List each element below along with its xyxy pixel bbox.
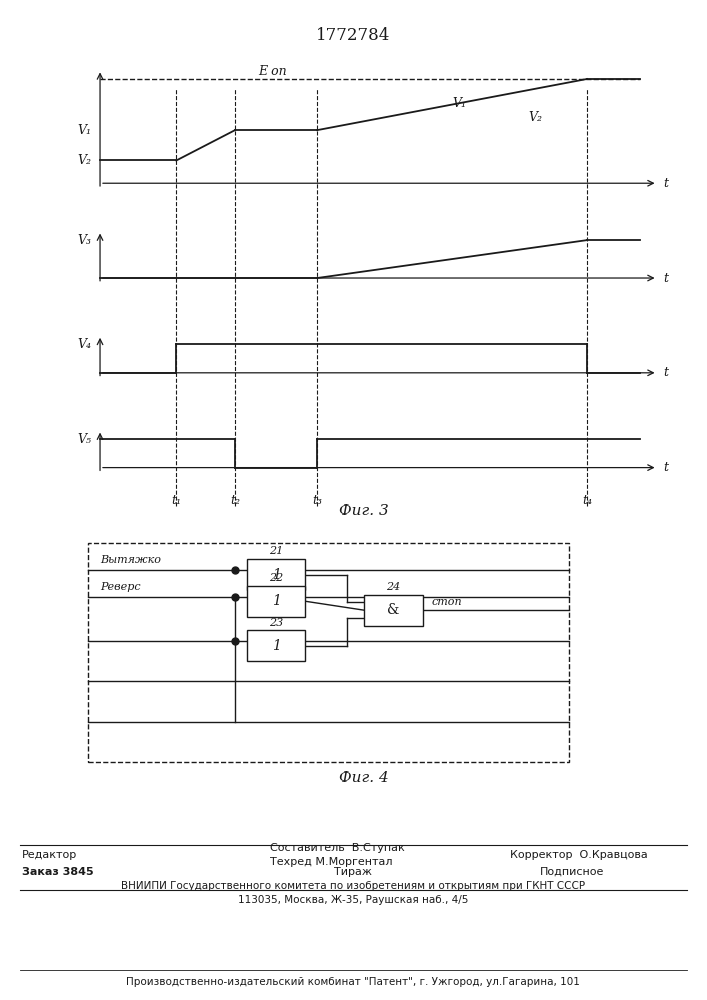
Text: &: & <box>387 603 399 617</box>
Text: E оп: E оп <box>259 65 287 78</box>
Text: t₂: t₂ <box>230 494 240 507</box>
Bar <box>88 543 569 762</box>
Bar <box>247 586 305 617</box>
Text: t: t <box>663 366 668 379</box>
Text: V₁: V₁ <box>452 97 466 110</box>
Text: Составитель  В.Ступак: Составитель В.Ступак <box>270 843 404 853</box>
Text: V₂: V₂ <box>528 111 542 124</box>
Text: Корректор  О.Кравцова: Корректор О.Кравцова <box>510 850 648 860</box>
Text: 21: 21 <box>269 546 284 556</box>
Text: t₃: t₃ <box>312 494 322 507</box>
Text: ВНИИПИ Государственного комитета по изобретениям и открытиям при ГКНТ СССР: ВНИИПИ Государственного комитета по изоб… <box>121 881 585 891</box>
Text: V₂: V₂ <box>77 154 91 167</box>
Text: 113035, Москва, Ж-35, Раушская наб., 4/5: 113035, Москва, Ж-35, Раушская наб., 4/5 <box>238 895 468 905</box>
Text: Заказ 3845: Заказ 3845 <box>22 867 93 877</box>
Text: 1: 1 <box>271 639 281 653</box>
Text: 1: 1 <box>271 568 281 582</box>
Bar <box>247 630 305 661</box>
Text: Производственно-издательский комбинат "Патент", г. Ужгород, ул.Гагарина, 101: Производственно-издательский комбинат "П… <box>126 977 580 987</box>
Text: Фиг. 4: Фиг. 4 <box>339 771 389 785</box>
Text: V₅: V₅ <box>77 433 91 446</box>
Text: t: t <box>663 461 668 474</box>
Text: 22: 22 <box>269 573 284 583</box>
Text: Тираж: Тираж <box>334 867 372 877</box>
Text: 23: 23 <box>269 618 284 628</box>
Text: V₁: V₁ <box>77 124 91 137</box>
Text: Фиг. 3: Фиг. 3 <box>339 504 389 518</box>
Text: 1772784: 1772784 <box>316 26 391 43</box>
Text: V₄: V₄ <box>77 338 91 351</box>
Text: 24: 24 <box>386 582 401 592</box>
Text: t: t <box>663 177 668 190</box>
Bar <box>364 595 423 626</box>
Text: t₁: t₁ <box>171 494 181 507</box>
Text: V₃: V₃ <box>77 234 91 247</box>
Text: Редактор: Редактор <box>22 850 77 860</box>
Text: Вытяжко: Вытяжко <box>100 555 161 565</box>
Text: Реверс: Реверс <box>100 582 141 592</box>
Bar <box>247 559 305 590</box>
Text: t: t <box>663 272 668 285</box>
Text: 1: 1 <box>271 594 281 608</box>
Text: t₄: t₄ <box>582 494 592 507</box>
Text: Техред М.Моргентал: Техред М.Моргентал <box>270 857 392 867</box>
Text: Подписное: Подписное <box>540 867 604 877</box>
Text: стоп: стоп <box>431 597 462 607</box>
